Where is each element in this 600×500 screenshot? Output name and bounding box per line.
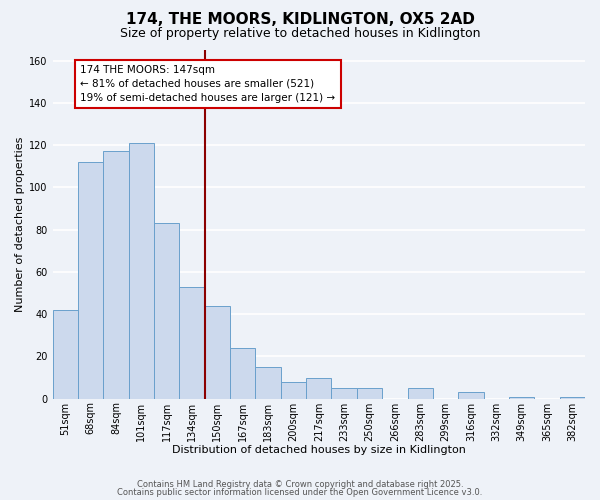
Text: Contains HM Land Registry data © Crown copyright and database right 2025.: Contains HM Land Registry data © Crown c… xyxy=(137,480,463,489)
Bar xyxy=(509,396,534,398)
Y-axis label: Number of detached properties: Number of detached properties xyxy=(15,136,25,312)
Bar xyxy=(103,152,128,398)
Bar xyxy=(53,310,78,398)
Text: Contains public sector information licensed under the Open Government Licence v3: Contains public sector information licen… xyxy=(118,488,482,497)
Bar xyxy=(179,286,205,399)
Bar xyxy=(357,388,382,398)
Text: Size of property relative to detached houses in Kidlington: Size of property relative to detached ho… xyxy=(120,28,480,40)
Bar xyxy=(256,367,281,398)
Bar xyxy=(331,388,357,398)
Bar xyxy=(78,162,103,398)
Bar xyxy=(281,382,306,398)
Bar xyxy=(407,388,433,398)
Text: 174 THE MOORS: 147sqm
← 81% of detached houses are smaller (521)
19% of semi-det: 174 THE MOORS: 147sqm ← 81% of detached … xyxy=(80,65,335,103)
Bar xyxy=(205,306,230,398)
Bar xyxy=(154,224,179,398)
Bar xyxy=(306,378,331,398)
Bar xyxy=(560,396,585,398)
Bar xyxy=(128,143,154,399)
X-axis label: Distribution of detached houses by size in Kidlington: Distribution of detached houses by size … xyxy=(172,445,466,455)
Bar xyxy=(458,392,484,398)
Bar xyxy=(230,348,256,399)
Text: 174, THE MOORS, KIDLINGTON, OX5 2AD: 174, THE MOORS, KIDLINGTON, OX5 2AD xyxy=(125,12,475,28)
